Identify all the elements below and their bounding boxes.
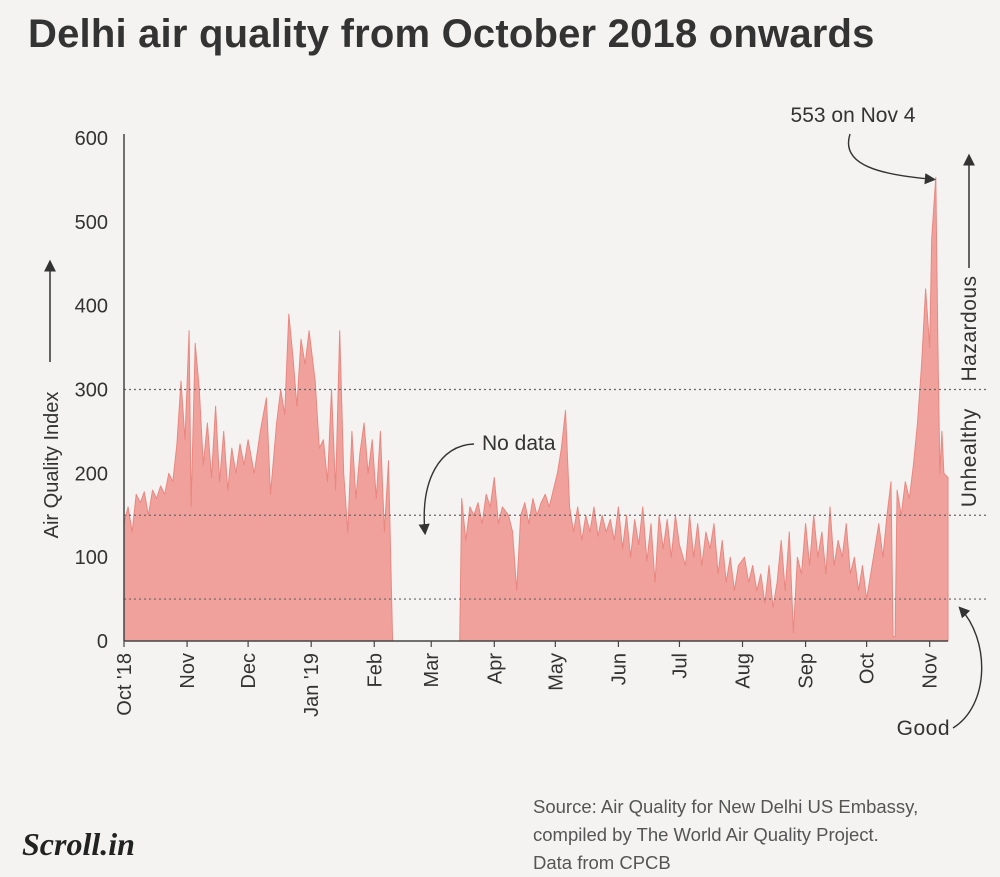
y-tick-label: 600 (75, 128, 108, 150)
x-tick-label: Mar (421, 653, 443, 688)
source-line-3: Data from CPCB (533, 852, 671, 873)
x-tick-label: Jun (608, 653, 630, 685)
x-tick-label: Oct (857, 653, 879, 685)
source-line-2: compiled by The World Air Quality Projec… (533, 824, 879, 845)
x-tick-label: Feb (364, 653, 386, 687)
x-tick-label: Aug (733, 653, 755, 689)
x-tick-label: Apr (484, 653, 506, 684)
y-axis-label: Air Quality Index (41, 392, 63, 539)
annotations: Hazardous Unhealthy Good 553 on Nov 4 No dat… (418, 104, 983, 740)
y-tick-label: 200 (75, 463, 108, 485)
area-layer (123, 176, 949, 642)
band-label-good: Good (897, 717, 950, 740)
chart-title: Delhi air quality from October 2018 onwa… (28, 12, 875, 56)
y-tick-label: 500 (75, 212, 108, 234)
source-note: Source: Air Quality for New Delhi US Emb… (533, 793, 993, 877)
peak-arrow (847, 133, 937, 185)
source-line-1: Source: Air Quality for New Delhi US Emb… (533, 796, 919, 817)
x-tick-label: Jan '19 (301, 653, 323, 717)
x-tick-label: Jul (669, 653, 691, 679)
y-tick-label: 0 (97, 631, 108, 653)
scroll-logo: Scroll.in (22, 826, 135, 862)
x-tick-label: Nov (920, 653, 942, 689)
x-tick-label: Sep (796, 653, 818, 689)
peak-annotation: 553 on Nov 4 (791, 104, 916, 127)
y-tick-label: 100 (75, 547, 108, 569)
y-tick-label: 400 (75, 296, 108, 318)
no-data-arrow (418, 443, 475, 536)
band-label-unhealthy: Unhealthy (958, 408, 981, 507)
y-tick-label: 300 (75, 380, 108, 402)
good-arrow (952, 606, 983, 729)
x-tick-label: Nov (177, 653, 199, 689)
x-tick-label: Dec (238, 653, 260, 689)
band-label-hazardous: Hazardous (958, 275, 981, 381)
area-series-0 (123, 176, 949, 642)
threshold-lines (124, 388, 988, 600)
no-data-annotation: No data (482, 432, 556, 455)
x-tick-label: May (545, 653, 567, 691)
axes: 0 100 200 300 400 500 600 Air Quality Index Oct … (41, 128, 948, 717)
x-tick-label: Oct '18 (114, 653, 136, 716)
